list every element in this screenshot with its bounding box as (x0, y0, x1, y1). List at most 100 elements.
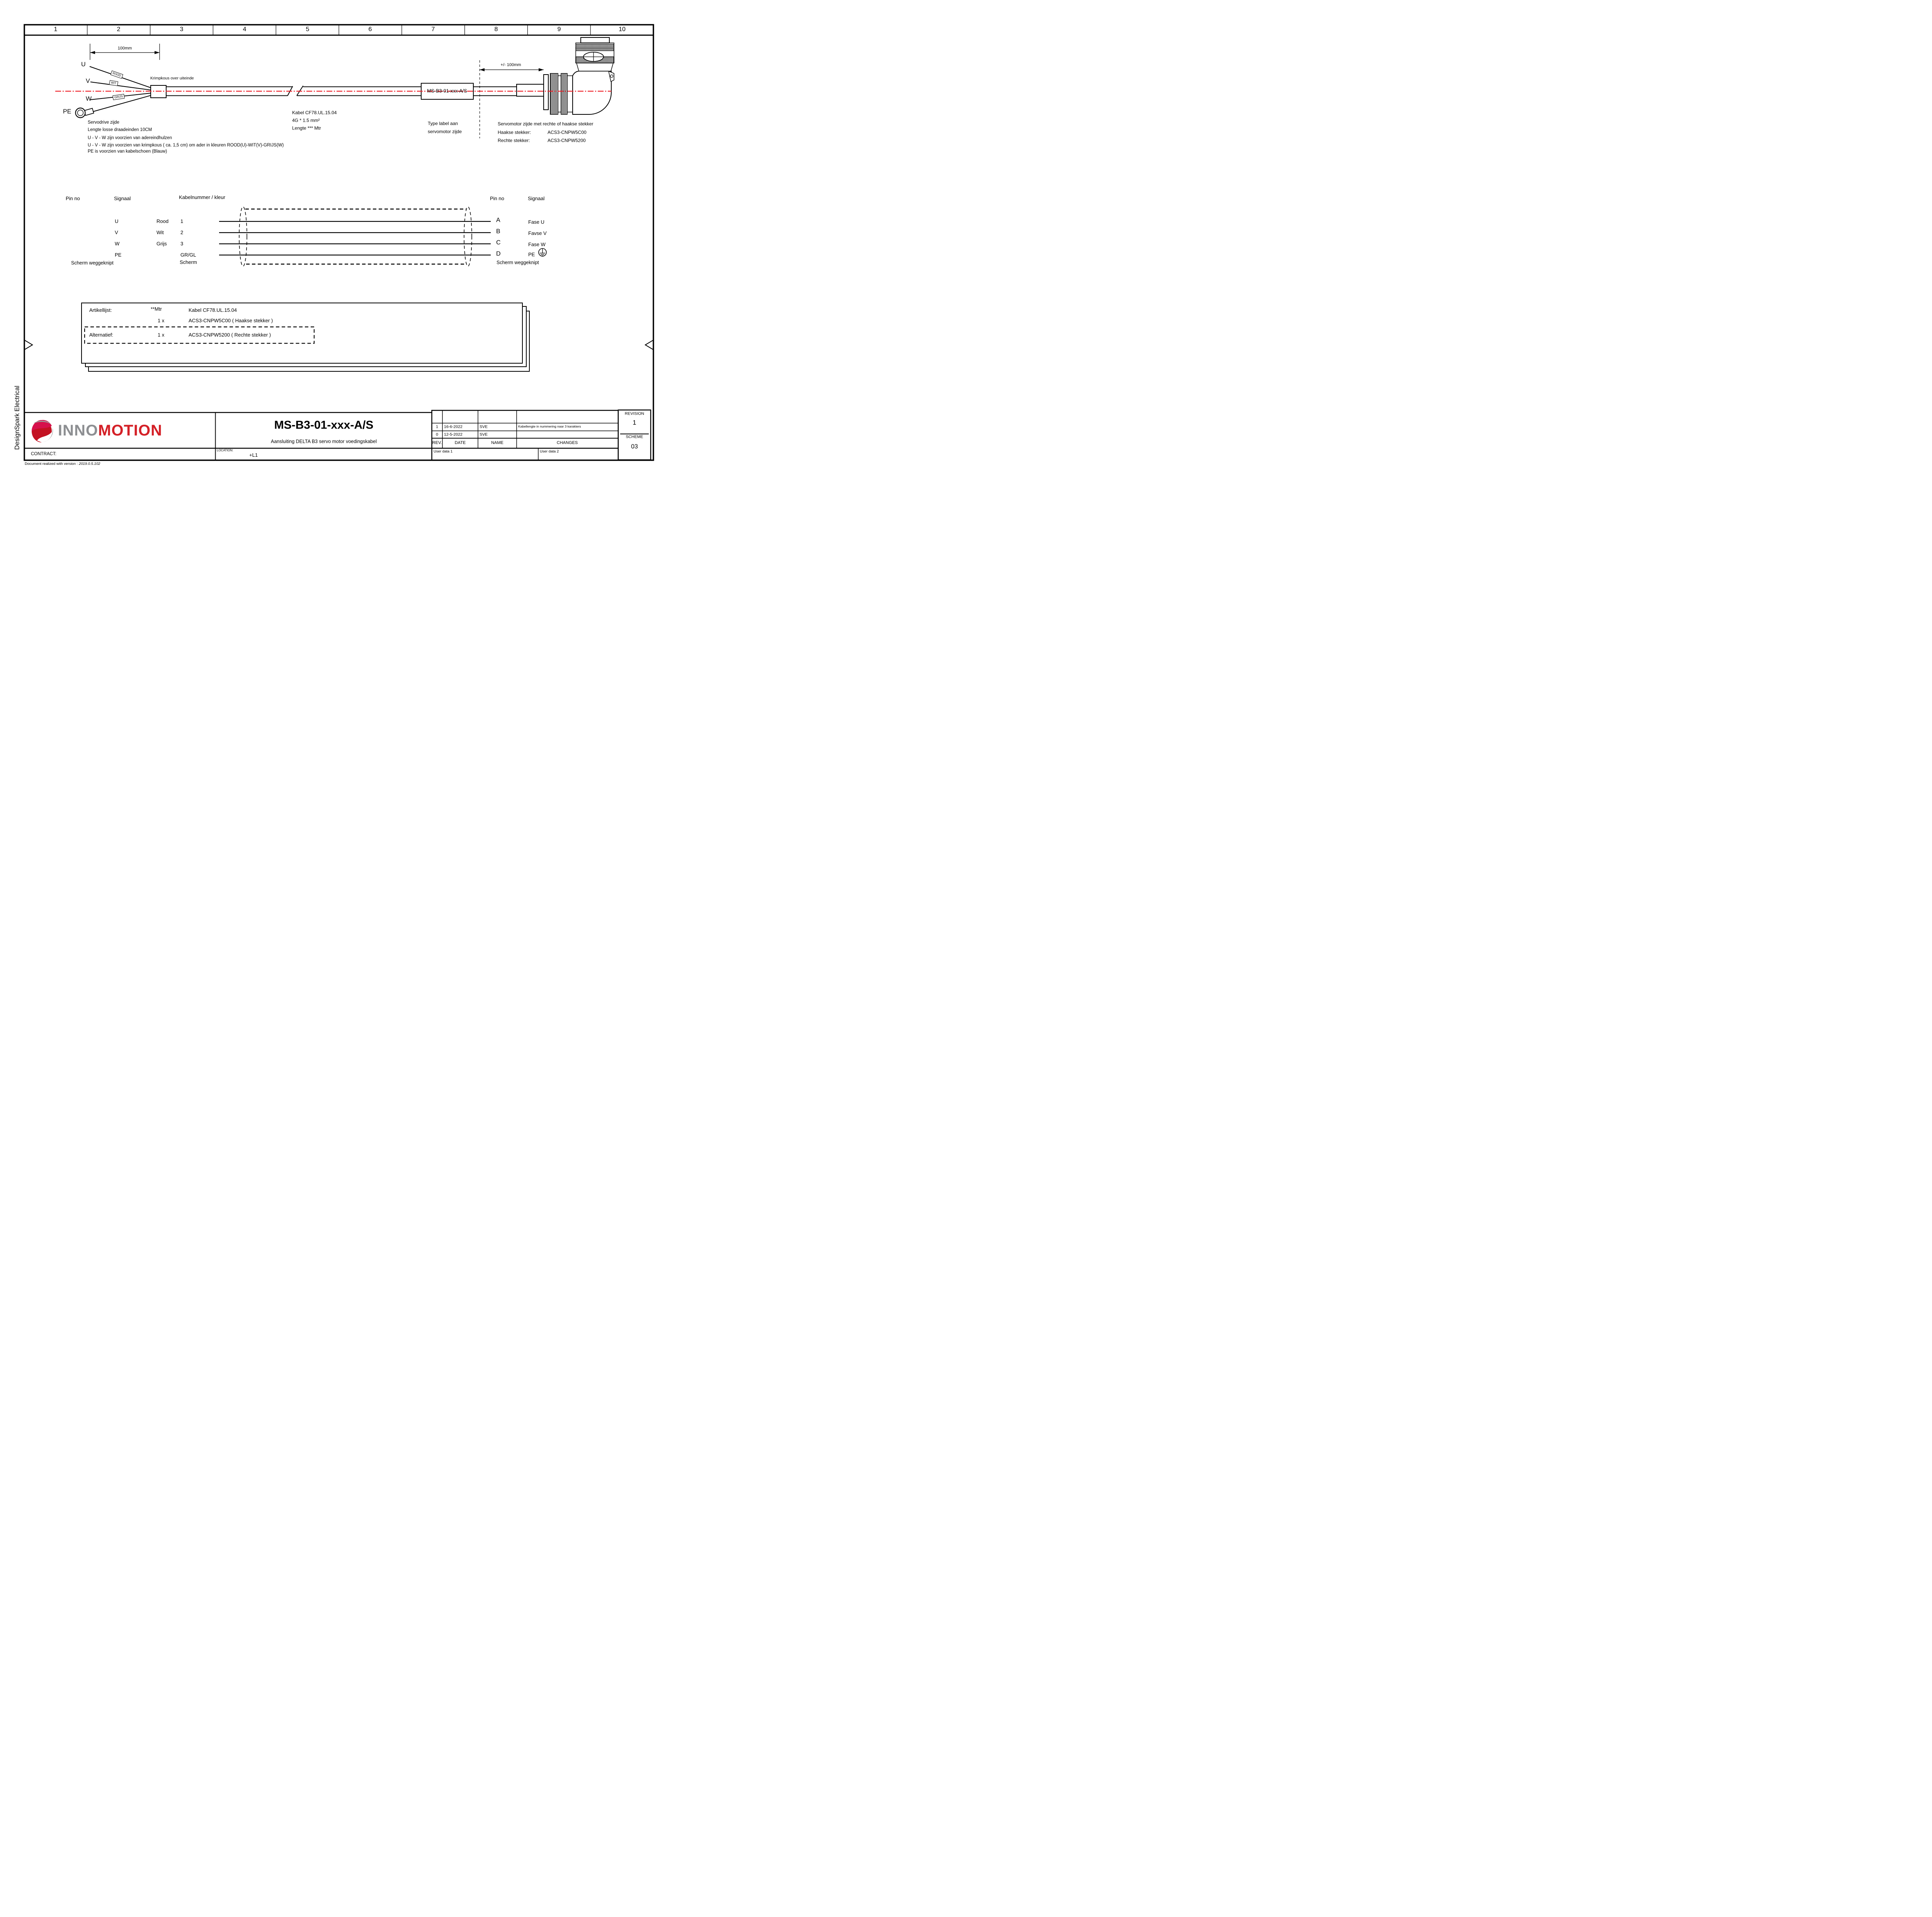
right-row-b-pin: B (496, 228, 500, 235)
dim-right-label: +/- 100mm (500, 63, 521, 68)
right-row-b-signal: Favse V (528, 230, 547, 236)
left-row-u-nr: 1 (180, 218, 184, 225)
logo-inno-text: INNO (58, 422, 98, 439)
terminal-w-label: W (86, 95, 92, 102)
left-scherm-note: Scherm weggeknipt (71, 260, 114, 266)
krimpkous-note: Krimpkous over uiteinde (150, 76, 194, 81)
dim-left-label: 100mm (117, 46, 132, 51)
left-note-3: U - V - W zijn voorzien van adereindhulz… (88, 135, 172, 140)
document-version-note: Document realized with version : 2019.0.… (25, 462, 100, 466)
scheme-value: 03 (631, 443, 638, 450)
right-dimension (479, 60, 544, 138)
ruler-cell-3: 3 (180, 26, 184, 33)
rev-row1-date: 16-6-2022 (444, 424, 463, 429)
left-row-w-nr: 3 (180, 241, 184, 247)
artikellijst-box (81, 303, 530, 372)
cable-note-1: Kabel CF78.UL.15.04 (292, 110, 337, 116)
left-row-w-signal: W (115, 241, 120, 247)
artikellijst-row2-item: ACS3-CNPW5C00 ( Haakse stekker ) (189, 318, 273, 324)
logo-motion-text: MOTION (98, 422, 162, 439)
right-table-header-pin: Pin no (490, 196, 504, 202)
cable-note-3: Lengte *** Mtr (292, 125, 321, 131)
frame-border (24, 24, 654, 461)
left-row-v-signal: V (115, 230, 118, 236)
app-name-vertical: DesignSpark Electrical (14, 386, 21, 450)
alternatief-qty: 1 x (158, 332, 165, 338)
rechte-label: Rechte stekker: (498, 138, 530, 143)
left-row-v-kleur: Wit (156, 230, 164, 236)
right-row-a-signal: Fase U (528, 219, 544, 225)
left-row-pe-nr: GR/GL (180, 252, 196, 258)
centerline-marker-left-icon (24, 340, 33, 350)
pe-ring-terminal-icon (75, 107, 94, 118)
type-label-note-1: Type label aan (428, 121, 458, 126)
terminal-pe-label: PE (63, 108, 71, 115)
location-label: LOCATION: (217, 449, 233, 452)
revision-label: REVISION (624, 411, 645, 416)
right-row-d-signal: PE (528, 252, 535, 258)
rechte-value: ACS3-CNPW5200 (548, 138, 586, 143)
rev-col-changes: CHANGES (556, 441, 578, 446)
contract-label: CONTRACT: (31, 451, 56, 456)
artikellijst-row1-qty: **Mtr (151, 306, 162, 312)
ruler-cell-7: 7 (431, 26, 435, 33)
right-row-c-pin: C (496, 239, 501, 246)
left-note-1: Servodrive zijde (88, 120, 119, 125)
right-scherm-note: Scherm weggeknipt (497, 260, 539, 265)
wiring-diagram (219, 206, 491, 267)
rev-row1-changes: Kabellengte in nummering naar 3 karakter… (518, 424, 581, 429)
centerline-marker-right-icon (645, 340, 654, 350)
artikellijst-row1-item: Kabel CF78.UL.15.04 (189, 307, 237, 313)
rev-row1-name: SVE (480, 424, 488, 429)
terminal-v-label: V (86, 78, 90, 85)
right-row-a-pin: A (496, 217, 500, 224)
rev-row1-rev: 1 (436, 424, 438, 429)
revision-value: 1 (633, 419, 636, 427)
alternatief-label: Alternatief: (89, 332, 114, 338)
shield-ellipse-right (464, 206, 472, 267)
right-row-d-pin: D (496, 250, 501, 257)
drawing-linework (24, 24, 654, 461)
strain-relief (516, 84, 544, 97)
left-row-v-nr: 2 (180, 230, 184, 236)
user-data-2: User data 2 (540, 449, 559, 454)
rev-row0-name: SVE (480, 432, 488, 437)
left-table-header-signal: Signaal (114, 196, 131, 202)
artikellijst-label: Artikellijst: (89, 307, 112, 313)
type-label-note-2: servomotor zijde (428, 129, 462, 134)
ruler-cell-1: 1 (54, 26, 58, 33)
rev-col-date: DATE (454, 441, 466, 446)
alternatief-dashed-box (84, 326, 315, 344)
earth-icon (538, 248, 547, 257)
rev-col-name: NAME (491, 441, 503, 446)
ruler-cell-2: 2 (117, 26, 121, 33)
left-dimension (90, 44, 160, 60)
innomotion-wordmark: INNOMOTION (58, 422, 162, 439)
document-version-prefix: Document realized with version : (25, 462, 78, 466)
left-row-u-kleur: Rood (156, 218, 169, 225)
location-value: +L1 (249, 452, 258, 458)
alternatief-item: ACS3-CNPW5200 ( Rechte stekker ) (189, 332, 271, 338)
rev-row0-rev: 0 (436, 432, 438, 437)
left-row-w-kleur: Grijs (156, 241, 167, 247)
drawing-subtitle: Aansluiting DELTA B3 servo motor voeding… (271, 439, 377, 444)
cable-type-label: MS-B3-01-xxx-A/S (427, 88, 467, 94)
left-note-5: PE is voorzien van kabelschoen (Blauw) (88, 149, 167, 154)
artikellijst-row2-qty: 1 x (158, 318, 165, 324)
left-note-2: Lengte losse draadeinden 10CM (88, 127, 152, 132)
ruler-cell-9: 9 (557, 26, 561, 33)
ruler-cell-6: 6 (368, 26, 372, 33)
right-table-header-signal: Signaal (528, 196, 545, 202)
drawing-sheet: 1 2 3 4 5 6 7 8 9 10 100mm U V W PE ROOD… (0, 0, 678, 479)
ruler-cell-4: 4 (243, 26, 247, 33)
drawing-title: MS-B3-01-xxx-A/S (274, 418, 374, 432)
document-version-number: 2019.0.5.102 (78, 462, 100, 466)
scheme-label: SCHEME (626, 434, 643, 439)
rev-col-rev: REV. (432, 441, 442, 446)
terminal-u-label: U (81, 61, 86, 68)
left-row-u-signal: U (115, 218, 119, 225)
shield-ellipse-left (239, 206, 247, 267)
haakse-value: ACS3-CNPW5C00 (548, 129, 587, 135)
left-scherm-nr: Scherm (180, 259, 197, 265)
left-table-header-pin: Pin no (66, 196, 80, 202)
